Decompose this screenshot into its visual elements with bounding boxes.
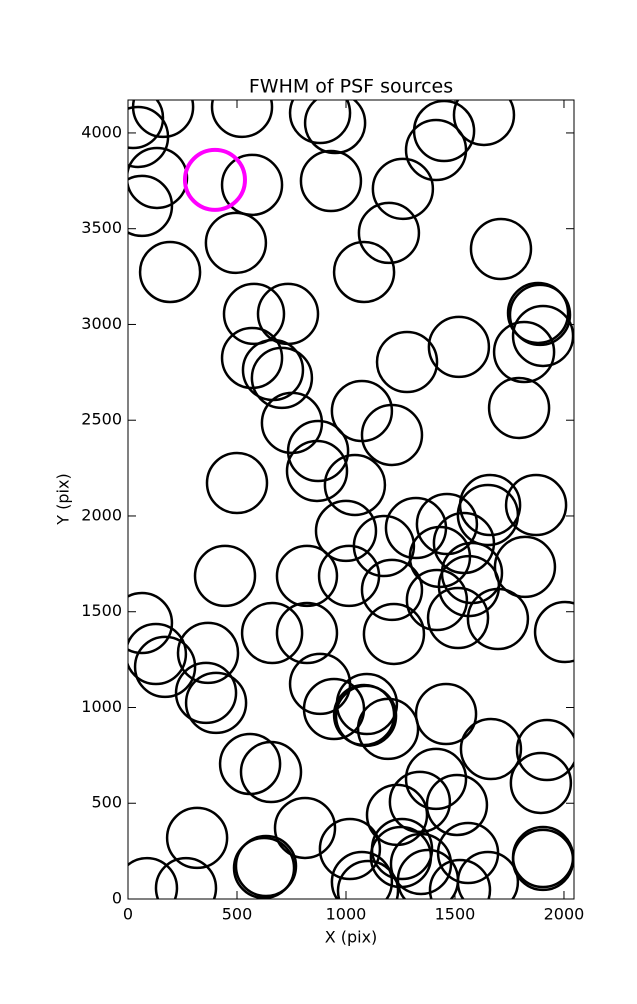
source-marker	[493, 535, 557, 599]
source-marker	[533, 600, 574, 664]
source-marker	[299, 149, 363, 213]
source-marker	[133, 635, 197, 699]
source-marker	[459, 717, 523, 781]
source-marker	[389, 832, 453, 896]
source-marker	[193, 544, 257, 608]
source-marker	[239, 740, 303, 804]
source-marker	[330, 850, 394, 899]
x-tick-label: 1000	[326, 905, 367, 924]
source-marker	[128, 174, 174, 238]
x-axis-label: X (pix)	[325, 928, 378, 947]
source-marker	[138, 240, 202, 304]
y-tick-label: 4000	[81, 122, 122, 141]
source-marker	[404, 747, 468, 811]
source-marker	[220, 153, 284, 217]
source-marker	[154, 856, 218, 899]
source-marker	[234, 834, 298, 898]
source-marker	[426, 586, 490, 650]
source-marker	[469, 217, 533, 281]
source-marker	[323, 453, 387, 517]
source-marker	[273, 796, 337, 860]
source-marker	[492, 320, 556, 384]
source-marker	[362, 602, 426, 666]
source-marker	[250, 346, 314, 410]
source-marker	[508, 283, 572, 347]
source-marker	[425, 773, 489, 837]
source-marker	[360, 403, 424, 467]
y-tick-label: 500	[91, 793, 122, 812]
x-tick-label: 0	[123, 905, 133, 924]
source-marker	[210, 100, 274, 139]
source-marker	[509, 751, 573, 815]
source-marker	[356, 697, 420, 761]
source-marker	[371, 157, 435, 221]
source-marker	[165, 806, 229, 870]
source-marker	[205, 451, 269, 515]
source-marker	[184, 671, 248, 735]
x-tick-label: 1500	[435, 905, 476, 924]
source-marker	[222, 282, 286, 346]
source-marker	[428, 858, 492, 899]
source-marker	[504, 473, 568, 537]
y-tick-label: 1500	[81, 601, 122, 620]
axes-frame	[127, 99, 575, 900]
chart-title: FWHM of PSF sources	[249, 76, 453, 98]
source-marker	[232, 836, 296, 899]
source-marker	[204, 211, 268, 275]
x-tick-label: 500	[222, 905, 253, 924]
source-marker	[456, 483, 520, 547]
source-marker	[456, 850, 520, 899]
source-marker	[506, 281, 570, 345]
y-axis-label: Y (pix)	[54, 473, 73, 525]
source-marker	[128, 100, 165, 150]
y-tick-label: 2000	[81, 505, 122, 524]
source-marker	[415, 492, 479, 556]
source-marker	[511, 304, 574, 368]
source-marker	[452, 100, 516, 147]
y-tick-label: 0	[112, 889, 122, 908]
source-marker	[240, 601, 304, 665]
x-tick-label: 2000	[544, 905, 585, 924]
y-tick-label: 3500	[81, 218, 122, 237]
source-marker	[182, 147, 247, 212]
source-marker	[334, 684, 398, 748]
source-marker	[275, 601, 339, 665]
source-marker	[357, 201, 421, 265]
source-marker	[128, 591, 174, 655]
source-marker	[288, 100, 352, 145]
source-marker	[176, 621, 240, 685]
source-marker	[128, 856, 179, 899]
source-marker	[174, 661, 238, 725]
y-tick-label: 2500	[81, 410, 122, 429]
source-marker	[511, 828, 574, 892]
source-marker	[220, 326, 284, 390]
source-marker	[360, 558, 424, 622]
source-marker	[336, 859, 400, 899]
source-marker	[303, 100, 367, 155]
source-marker	[332, 240, 396, 304]
source-marker	[487, 376, 551, 440]
source-marker	[128, 622, 188, 686]
source-marker	[131, 100, 195, 139]
source-marker	[405, 568, 469, 632]
y-tick-label: 1000	[81, 697, 122, 716]
source-marker	[286, 419, 350, 483]
source-marker	[388, 770, 452, 834]
source-marker	[515, 718, 574, 782]
source-marker	[404, 118, 468, 182]
source-marker	[285, 439, 349, 503]
y-tick-label: 3000	[81, 314, 122, 333]
source-marker	[466, 587, 530, 651]
source-marker	[414, 682, 478, 746]
source-marker	[317, 544, 381, 608]
plot-area	[128, 100, 574, 899]
source-marker	[318, 817, 382, 881]
source-marker	[375, 330, 439, 394]
source-marker	[314, 499, 378, 563]
source-marker	[427, 315, 491, 379]
source-marker	[275, 544, 339, 608]
